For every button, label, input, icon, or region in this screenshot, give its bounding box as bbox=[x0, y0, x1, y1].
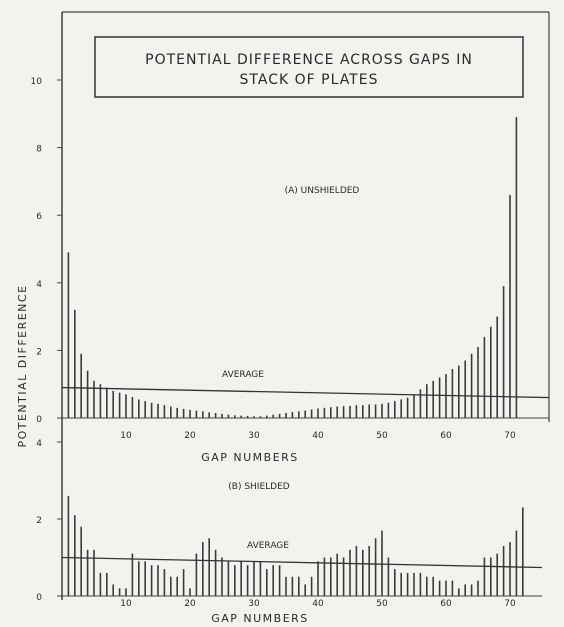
panel-a-y-tick-label-4: 4 bbox=[36, 280, 42, 290]
panel-a-x-tick-label-30: 30 bbox=[248, 431, 260, 441]
panel-b-x-tick-label-50: 50 bbox=[376, 599, 388, 609]
panel-a-y-tick-label-10: 10 bbox=[31, 77, 43, 87]
panel-b-y-tick-label-0: 0 bbox=[36, 593, 42, 603]
panel-b-y-tick-label-2: 2 bbox=[36, 516, 42, 526]
panel-a-x-tick-label-50: 50 bbox=[376, 431, 388, 441]
panel-b-x-tick-label-20: 20 bbox=[184, 599, 196, 609]
panel-b-average-line bbox=[61, 556, 543, 569]
panel-b-x-axis-label: GAP NUMBERS bbox=[211, 612, 309, 625]
panel-a-y-tick-label-2: 2 bbox=[36, 347, 42, 357]
panel-b-average-label: AVERAGE bbox=[247, 541, 289, 551]
panel-b-x-tick-label-30: 30 bbox=[248, 599, 260, 609]
panel-b-y-ticks: 0 2 4 bbox=[36, 439, 62, 603]
panel-a-x-tick-label-20: 20 bbox=[184, 431, 196, 441]
panel-b-x-ticks: 10 20 30 40 50 60 70 bbox=[120, 599, 516, 609]
chart-title-line-1: POTENTIAL DIFFERENCE ACROSS GAPS IN bbox=[145, 52, 473, 68]
panel-a-average-line bbox=[61, 386, 550, 399]
panel-a-x-ticks: 10 20 30 40 50 60 70 bbox=[120, 431, 516, 441]
panel-a-y-tick-label-0: 0 bbox=[36, 415, 42, 425]
panel-a-label: (A) UNSHIELDED bbox=[285, 186, 360, 196]
panel-b-x-tick-label-40: 40 bbox=[312, 599, 324, 609]
panel-b-y-tick-label-4: 4 bbox=[36, 439, 42, 449]
panel-a-y-tick-label-6: 6 bbox=[36, 212, 42, 222]
panel-b-x-tick-label-60: 60 bbox=[440, 599, 452, 609]
panel-a-x-tick-label-40: 40 bbox=[312, 431, 324, 441]
panel-b-bars bbox=[61, 495, 543, 597]
panel-b-shielded: (B) SHIELDED AVERAGE GAP NUMBERS 0 2 4 10 2… bbox=[36, 439, 543, 625]
y-axis-label: POTENTIAL DIFFERENCE bbox=[16, 284, 29, 447]
panel-a-y-tick-label-8: 8 bbox=[36, 145, 42, 155]
panel-a-x-axis-label: GAP NUMBERS bbox=[201, 451, 299, 464]
panel-a-frame bbox=[62, 11, 550, 422]
panel-a-x-tick-label-70: 70 bbox=[504, 431, 516, 441]
title-box-border bbox=[94, 36, 524, 98]
panel-b-label: (B) SHIELDED bbox=[228, 482, 290, 492]
panel-a-x-tick-label-10: 10 bbox=[120, 431, 132, 441]
panel-a-bars bbox=[61, 117, 550, 419]
panel-a-y-ticks: 0 2 4 6 8 10 bbox=[31, 77, 62, 425]
panel-b-x-tick-label-70: 70 bbox=[504, 599, 516, 609]
chart-title-box: POTENTIAL DIFFERENCE ACROSS GAPS IN STAC… bbox=[94, 36, 524, 98]
panel-a-x-tick-label-60: 60 bbox=[440, 431, 452, 441]
panel-a-average-label: AVERAGE bbox=[222, 370, 264, 380]
chart-title-line-2: STACK OF PLATES bbox=[240, 72, 379, 88]
panel-a-unshielded: (A) UNSHIELDED AVERAGE GAP NUMBERS 0 2 4 6 8… bbox=[31, 77, 550, 464]
panel-b-x-tick-label-10: 10 bbox=[120, 599, 132, 609]
